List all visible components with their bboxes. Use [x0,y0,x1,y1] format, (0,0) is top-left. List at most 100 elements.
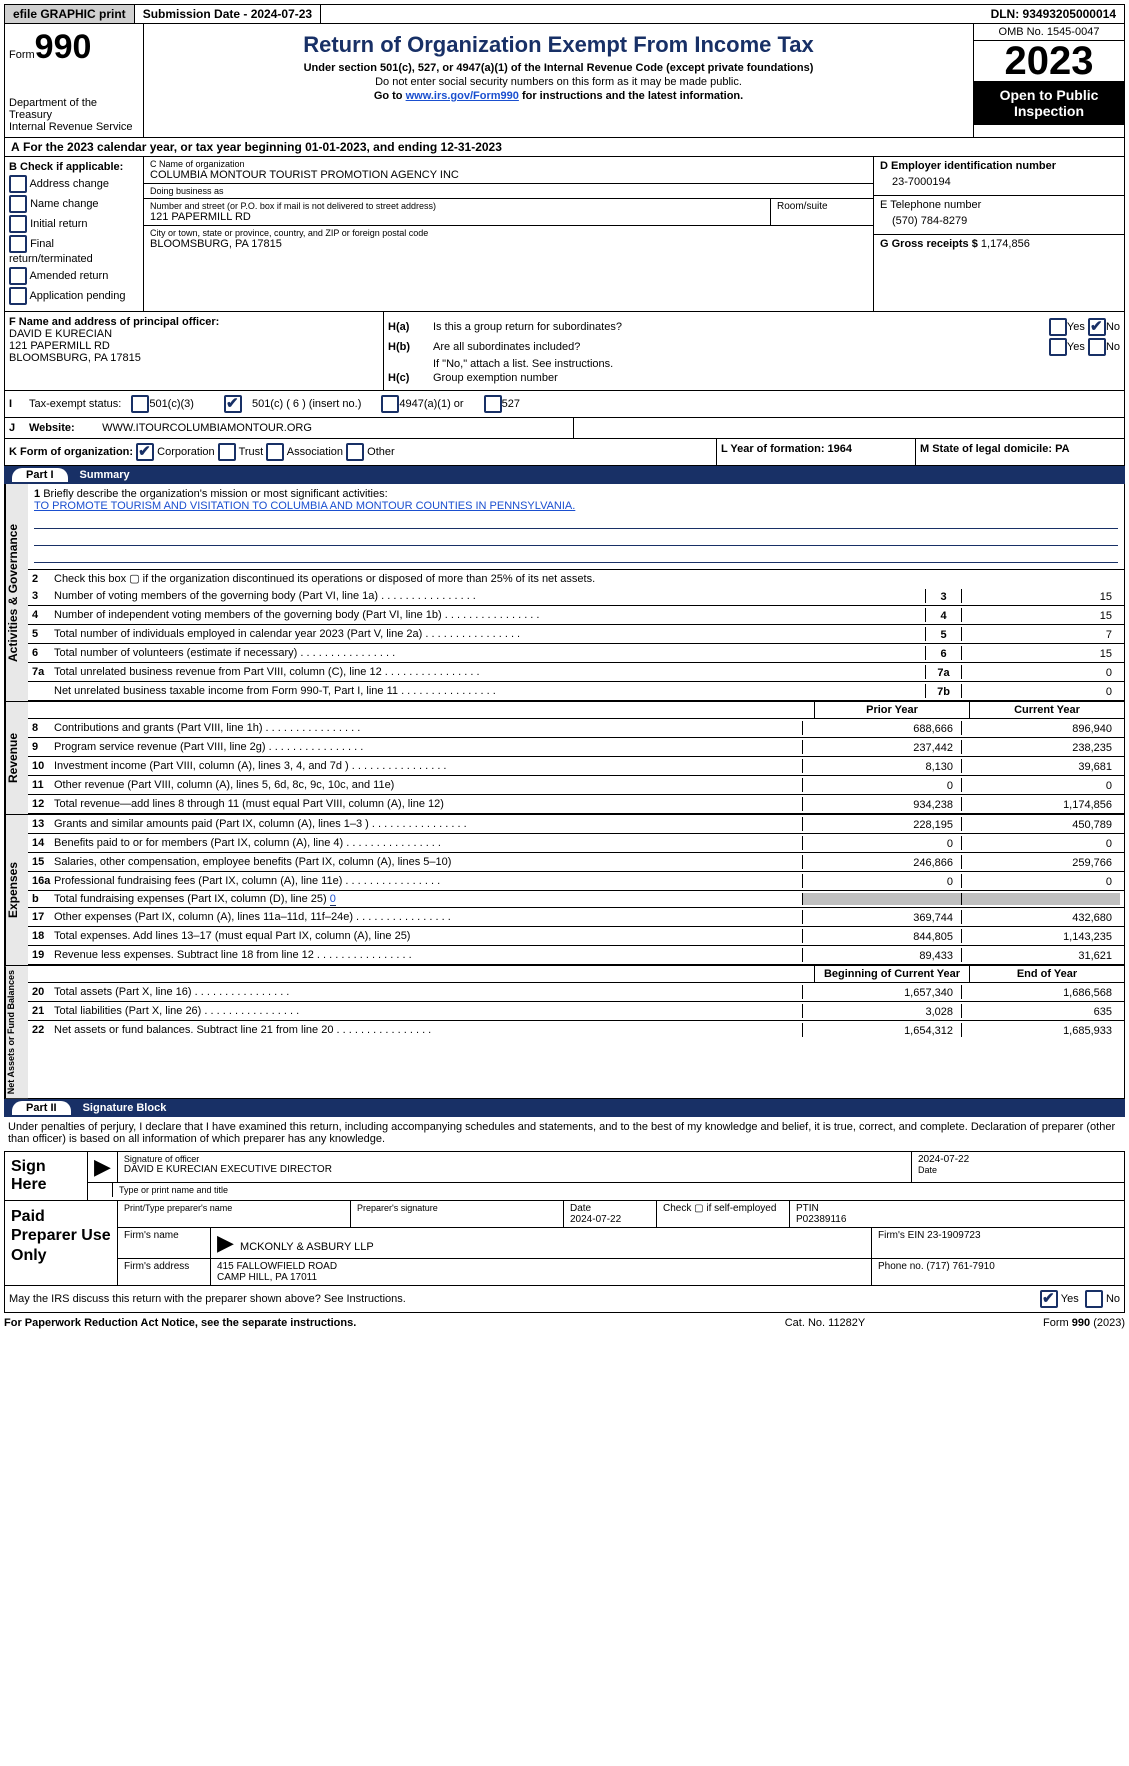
cb-name-change[interactable] [9,195,27,213]
l4-num: 4 [32,609,54,621]
po-addr2: BLOOMSBURG, PA 17815 [9,352,379,364]
l18-txt: Total expenses. Add lines 13–17 (must eq… [54,930,802,942]
l16b-prior-grey [802,893,961,905]
part2-header: Part IISignature Block [4,1099,1125,1117]
l19-txt: Revenue less expenses. Subtract line 18 … [54,949,802,961]
cb-address-change[interactable] [9,175,27,193]
officer-name: DAVID E KURECIAN EXECUTIVE DIRECTOR [124,1164,905,1175]
street-address: 121 PAPERMILL RD [150,211,764,223]
l5-txt: Total number of individuals employed in … [54,628,925,640]
l16a-prior: 0 [802,874,961,888]
l13-txt: Grants and similar amounts paid (Part IX… [54,818,802,830]
section-c: C Name of organizationCOLUMBIA MONTOUR T… [144,157,874,311]
form-of-org: K Form of organization: Corporation Trus… [5,439,717,465]
prep-date: 2024-07-22 [570,1214,650,1225]
cb-final-return[interactable] [9,235,27,253]
efile-print-button[interactable]: efile GRAPHIC print [5,5,135,23]
l11-prior: 0 [802,778,961,792]
cb-association[interactable] [266,443,284,461]
may-discuss: May the IRS discuss this return with the… [4,1286,1125,1313]
l19-prior: 89,433 [802,948,961,962]
top-toolbar: efile GRAPHIC print Submission Date - 20… [4,4,1125,24]
l7a-txt: Total unrelated business revenue from Pa… [54,666,925,678]
ein: 23-7000194 [880,172,1118,192]
goto-pre: Go to [374,90,406,102]
cb-501c[interactable] [224,395,242,413]
hb-no[interactable] [1088,338,1106,356]
l7b-txt: Net unrelated business taxable income fr… [54,685,925,697]
section-d: D Employer identification number23-70001… [874,157,1124,311]
form-number: 990 [35,28,92,66]
cb-app-pending[interactable] [9,287,27,305]
l7a-val: 0 [961,665,1120,679]
mission-text[interactable]: TO PROMOTE TOURISM AND VISITATION TO COL… [34,500,575,512]
name-title-label: Type or print name and title [113,1183,1124,1197]
ptin-label: PTIN [796,1203,1118,1214]
catalog-number: Cat. No. 11282Y [725,1317,925,1329]
l15-cur: 259,766 [961,855,1120,869]
end-year-header: End of Year [969,966,1124,982]
ha-label: H(a) [388,321,433,333]
l3-txt: Number of voting members of the governin… [54,590,925,602]
may-no-check[interactable] [1085,1290,1103,1308]
l20-end: 1,686,568 [961,985,1120,999]
l5-box: 5 [925,627,961,641]
may-yes-check[interactable] [1040,1290,1058,1308]
l5-val: 7 [961,627,1120,641]
ha-yes[interactable] [1049,318,1067,336]
l9-num: 9 [32,741,54,753]
sign-date: 2024-07-22 [918,1154,1118,1165]
l15-num: 15 [32,856,54,868]
cb-527[interactable] [484,395,502,413]
l6-val: 15 [961,646,1120,660]
l10-num: 10 [32,760,54,772]
l19-cur: 31,621 [961,948,1120,962]
city-state-zip: BLOOMSBURG, PA 17815 [150,238,867,250]
prior-year-header: Prior Year [814,702,969,718]
l10-cur: 39,681 [961,759,1120,773]
l16b-num: b [32,893,54,905]
form-title: Return of Organization Exempt From Incom… [148,32,969,58]
cb-initial-return[interactable] [9,215,27,233]
l13-cur: 450,789 [961,817,1120,831]
side-governance: Activities & Governance [5,484,28,701]
cb-other[interactable] [346,443,364,461]
firm-ein: 23-1909723 [927,1230,980,1241]
website-url: WWW.ITOURCOLUMBIAMONTOUR.ORG [102,422,312,434]
ha-no[interactable] [1088,318,1106,336]
l6-num: 6 [32,647,54,659]
gross-receipts: 1,174,856 [981,238,1030,250]
l4-val: 15 [961,608,1120,622]
hc-text: Group exemption number [433,372,1120,384]
form-label: Form [9,49,35,61]
cb-501c3[interactable] [131,395,149,413]
form-link[interactable]: www.irs.gov/Form990 [406,90,519,102]
ha-text: Is this a group return for subordinates? [433,321,1000,333]
cb-4947[interactable] [381,395,399,413]
l4-txt: Number of independent voting members of … [54,609,925,621]
side-expenses: Expenses [5,815,28,965]
l20-begin: 1,657,340 [802,985,961,999]
part1-num: Part I [12,468,68,482]
line2-text: Check this box ▢ if the organization dis… [54,572,1120,585]
l17-num: 17 [32,911,54,923]
may-text: May the IRS discuss this return with the… [9,1293,1040,1305]
org-name: COLUMBIA MONTOUR TOURIST PROMOTION AGENC… [150,169,867,181]
l8-prior: 688,666 [802,721,961,735]
treasury-dept: Department of the Treasury Internal Reve… [9,97,139,133]
l6-box: 6 [925,646,961,660]
firm-addr-label: Firm's address [118,1259,211,1285]
k-label: K Form of organization: [9,446,133,458]
cb-trust[interactable] [218,443,236,461]
cb-corporation[interactable] [136,443,154,461]
section-h: H(a)Is this a group return for subordina… [384,312,1124,390]
l8-cur: 896,940 [961,721,1120,735]
l11-txt: Other revenue (Part VIII, column (A), li… [54,779,802,791]
l15-prior: 246,866 [802,855,961,869]
mission-block: 1 Briefly describe the organization's mi… [28,484,1124,570]
firm-name-label: Firm's name [118,1228,211,1258]
current-year-header: Current Year [969,702,1124,718]
hb-yes[interactable] [1049,338,1067,356]
preparer-name-label: Print/Type preparer's name [118,1201,351,1227]
cb-amended[interactable] [9,267,27,285]
